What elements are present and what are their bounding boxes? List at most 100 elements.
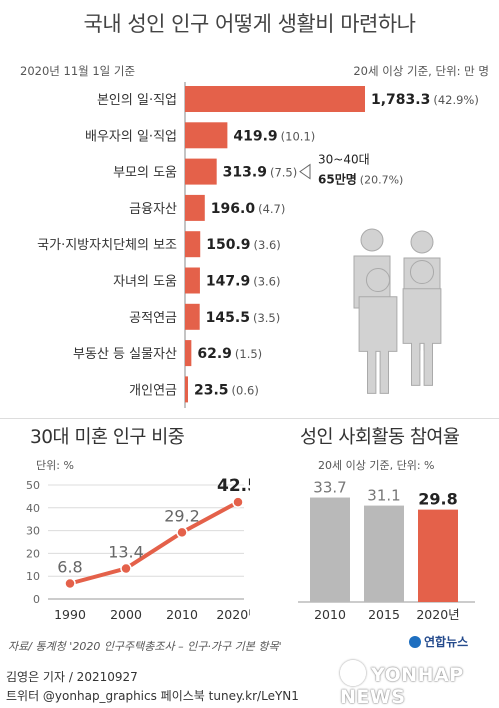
person-head <box>409 259 435 285</box>
bar-percent: (7.5) <box>270 166 297 180</box>
watermark-text: YONHAP NEWS <box>340 664 464 708</box>
line-data-label: 6.8 <box>57 557 82 576</box>
participation-bar-chart: 33.7 2010 31.1 2015 29.8 2020년 <box>298 479 475 622</box>
watermark-logo-icon <box>340 660 366 686</box>
source-note: 자료/ 통계청 '2020 인구주택총조사 – 인구·가구 기본 항목' <box>8 640 282 653</box>
line-point <box>232 496 244 508</box>
yonhap-logo: 연합뉴스 <box>409 633 468 650</box>
line-y-tick: 10 <box>26 570 40 583</box>
line-series <box>69 500 239 586</box>
line-data-label: 13.4 <box>108 542 144 561</box>
bar <box>185 122 228 149</box>
logo-icon <box>409 636 421 648</box>
single-ratio-line-chart: 0 10 20 30 40 50 6.8 1990 13.4 2000 29.2 2010 42.5 20… <box>26 476 250 622</box>
line-y-tick: 20 <box>26 547 40 560</box>
annotation-count-pct: (20.7%) <box>360 174 404 187</box>
annotation-count: 65만명 (20.7%) <box>318 172 403 187</box>
bar2-value-label: 33.7 <box>313 479 346 497</box>
bar-value: 1,783.3 <box>371 92 430 108</box>
unit-note: 20세 이상 기준, 단위: 만 명 <box>353 64 489 78</box>
bar-percent: (4.7) <box>258 202 285 216</box>
line-chart-unit: 단위: % <box>36 459 74 472</box>
page-title: 국내 성인 인구 어떻게 생활비 마련하나 <box>83 12 417 36</box>
person-head <box>410 230 434 254</box>
bar2-bar <box>310 497 350 602</box>
line-data-label: 29.2 <box>164 506 200 525</box>
bar-value: 147.9 <box>206 274 250 290</box>
person-body <box>402 288 442 386</box>
bar2-bar <box>418 509 458 602</box>
bar-value-label: 313.9 (7.5) <box>223 165 298 181</box>
logo-text: 연합뉴스 <box>424 635 469 649</box>
line-point <box>64 577 76 590</box>
bar <box>185 267 200 294</box>
bar-category-label: 배우자의 일·직업 <box>85 129 177 144</box>
bar <box>185 376 188 403</box>
person-head <box>360 228 384 252</box>
annotation-count-value: 65만명 <box>318 172 357 187</box>
bar-value-label: 1,783.3 (42.9%) <box>371 92 479 108</box>
bar <box>185 86 365 112</box>
yonhap-watermark: YONHAP NEWS <box>340 660 499 708</box>
bar-value-label: 145.5 (3.5) <box>206 310 281 326</box>
line-point <box>120 562 132 575</box>
bar2-value-label: 31.1 <box>367 487 400 505</box>
line-y-tick: 30 <box>26 525 40 538</box>
person-body <box>358 296 398 394</box>
reporter-credit: 김영은 기자 / 20210927 <box>6 670 138 684</box>
bar-percent: (1.5) <box>235 347 262 361</box>
bar-percent: (3.6) <box>253 275 280 289</box>
bar-value-label: 419.9 (10.1) <box>233 128 315 144</box>
bar-chart-unit: 20세 이상 기준, 단위: % <box>318 459 435 472</box>
line-point <box>176 526 188 539</box>
bar-value: 196.0 <box>211 201 256 217</box>
bar-value: 313.9 <box>223 165 267 181</box>
bar-value-label: 23.5 (0.6) <box>194 382 259 398</box>
bar-percent: (10.1) <box>281 129 316 143</box>
bar-value: 150.9 <box>206 237 250 253</box>
line-x-tick: 2000 <box>110 607 142 622</box>
line-y-tick: 0 <box>33 593 40 606</box>
line-chart-title: 30대 미혼 인구 비중 <box>30 427 185 448</box>
bar-value-label: 150.9 (3.6) <box>206 237 281 253</box>
bar <box>185 340 192 367</box>
bar-category-label: 부동산 등 실물자산 <box>73 347 177 362</box>
bar-value-label: 147.9 (3.6) <box>206 274 281 290</box>
date-note: 2020년 11월 1일 기준 <box>20 64 136 78</box>
bar-category-label: 개인연금 <box>129 383 177 398</box>
line-y-tick: 40 <box>26 502 40 515</box>
social-credit: 트위터 @yonhap_graphics 페이스북 tuney.kr/LeYN1 <box>6 689 299 703</box>
bar-percent: (0.6) <box>232 383 259 397</box>
bar-value: 145.5 <box>206 310 250 326</box>
bar-category-label: 금융자산 <box>129 202 177 217</box>
bar-category-label: 자녀의 도움 <box>113 275 177 290</box>
person-head <box>365 267 391 293</box>
bar-percent: (3.5) <box>253 311 280 325</box>
bar-percent: (42.9%) <box>433 93 479 107</box>
bar-value: 419.9 <box>233 128 277 144</box>
annotation-age: 30~40대 <box>318 153 370 167</box>
line-y-tick: 50 <box>26 479 40 492</box>
bar2-bar <box>364 505 404 602</box>
bar2-x-tick: 2020년 <box>416 607 459 622</box>
bar-category-label: 부모의 도움 <box>113 166 177 181</box>
bar <box>185 303 200 330</box>
bar-percent: (3.6) <box>254 238 281 252</box>
people-figures-icon <box>353 228 442 394</box>
line-x-tick: 2020년 <box>216 607 250 622</box>
bar2-value-label: 29.8 <box>418 490 457 509</box>
bar-category-label: 본인의 일·직업 <box>97 93 177 108</box>
bar-category-label: 국가·지방자치단체의 보조 <box>37 238 177 253</box>
section-divider <box>0 418 499 419</box>
bar-value: 23.5 <box>194 382 229 398</box>
line-x-tick: 1990 <box>54 607 86 622</box>
bar2-x-tick: 2010 <box>314 607 346 622</box>
bar <box>185 231 201 258</box>
line-x-tick: 2010 <box>166 607 198 622</box>
annotation-bracket <box>299 163 311 180</box>
bar-category-label: 공적연금 <box>129 311 177 326</box>
livelihood-bar-chart: 본인의 일·직업 1,783.3 (42.9%) 배우자의 일·직업 419.9 (10.… <box>37 82 479 408</box>
bar-value-label: 196.0 (4.7) <box>211 201 286 217</box>
bar <box>185 194 205 221</box>
bar-value: 62.9 <box>197 346 232 362</box>
